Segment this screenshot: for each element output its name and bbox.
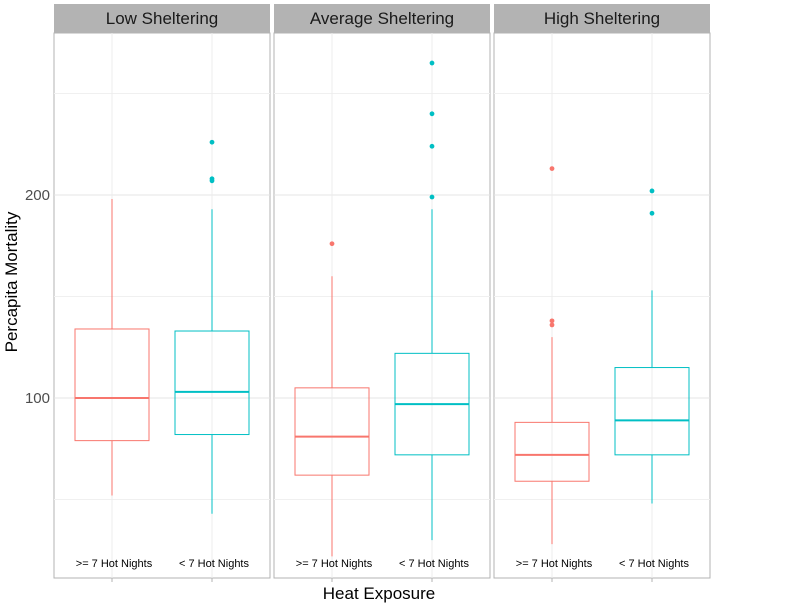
x-axis-title: Heat Exposure — [323, 584, 435, 603]
facet-panel: Average Sheltering >= 7 Hot Nights < 7 Hot… — [273, 4, 491, 582]
outlier-point — [649, 210, 655, 216]
box — [514, 166, 590, 545]
outlier-point — [549, 318, 555, 324]
outlier-point — [429, 194, 435, 200]
box — [294, 241, 370, 557]
facet-strip — [494, 4, 710, 33]
facet-strip — [274, 4, 490, 33]
iqr-box — [294, 387, 370, 476]
box — [394, 60, 470, 541]
outlier-point — [429, 60, 435, 66]
outlier-point — [429, 111, 435, 117]
x-tick-label: < 7 Hot Nights — [399, 558, 470, 570]
box — [174, 139, 250, 514]
facet-title: Average Sheltering — [310, 9, 454, 28]
outlier-point — [329, 241, 335, 247]
y-axis-ticks: 100 200 — [25, 187, 50, 407]
y-tick-label: 200 — [25, 187, 50, 204]
outlier-point — [649, 188, 655, 194]
iqr-box — [514, 421, 590, 482]
outlier-point — [209, 176, 215, 182]
outlier-point — [549, 322, 555, 328]
facet-strip — [54, 4, 270, 33]
facet-panel: Low Sheltering >= 7 Hot Nights < 7 Hot Nig… — [53, 4, 271, 582]
outlier-point — [429, 143, 435, 149]
outlier-point — [209, 139, 215, 145]
facet-panel: High Sheltering >= 7 Hot Nights < 7 Hot Ni… — [493, 4, 711, 582]
iqr-box — [614, 367, 690, 456]
x-tick-label: >= 7 Hot Nights — [76, 558, 153, 570]
iqr-box — [74, 328, 150, 442]
iqr-box — [174, 330, 250, 436]
x-tick-label: < 7 Hot Nights — [179, 558, 250, 570]
facet-panels: Low Sheltering >= 7 Hot Nights < 7 Hot Nig… — [53, 4, 711, 582]
outlier-point — [549, 166, 555, 172]
x-tick-label: < 7 Hot Nights — [619, 558, 690, 570]
facet-title: High Sheltering — [544, 9, 660, 28]
box — [74, 199, 150, 496]
facet-title: Low Sheltering — [106, 9, 218, 28]
y-tick-label: 100 — [25, 390, 50, 407]
x-tick-label: >= 7 Hot Nights — [296, 558, 373, 570]
panel-border — [53, 32, 271, 579]
panel-border — [493, 32, 711, 579]
panel-border — [273, 32, 491, 579]
box — [614, 188, 690, 504]
y-axis-title: Percapita Mortality — [2, 211, 21, 352]
x-tick-label: >= 7 Hot Nights — [516, 558, 593, 570]
